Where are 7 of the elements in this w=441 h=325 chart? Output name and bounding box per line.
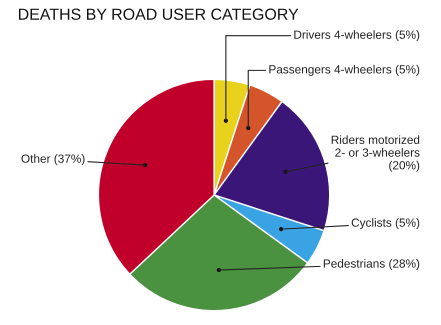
slice-label: Other (37%): [22, 154, 85, 166]
slice-label: Pedestrians (28%): [324, 259, 420, 270]
chart-title: DEATHS BY ROAD USER CATEGORY: [18, 8, 298, 20]
slice-label: Riders motorized 2- or 3-wheelers (20%): [332, 135, 420, 172]
slice-label: Cyclists (5%): [352, 218, 420, 230]
slice-label: Drivers 4-wheelers (5%): [294, 30, 420, 42]
slice-label: Passengers 4-wheelers (5%): [269, 64, 420, 76]
